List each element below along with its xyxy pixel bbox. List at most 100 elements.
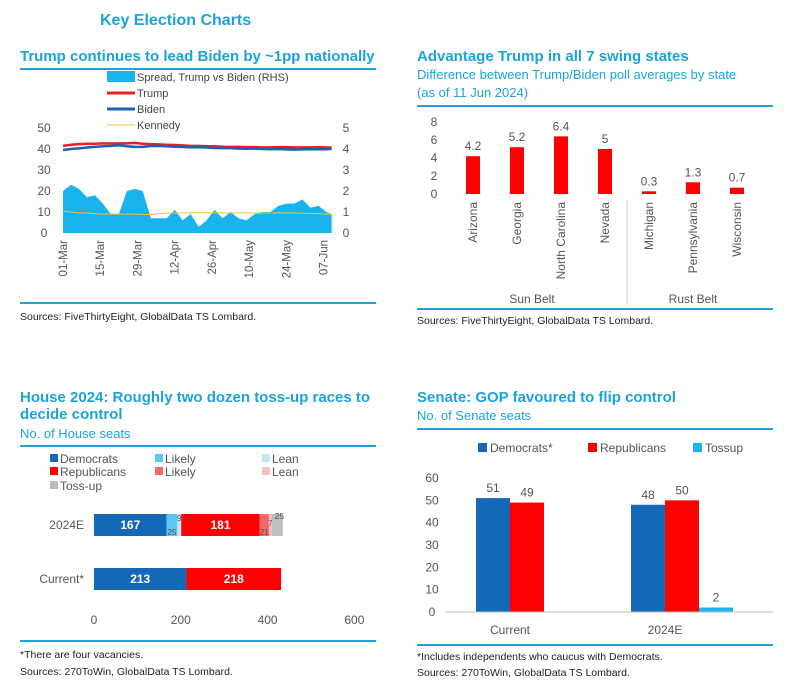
segment-value-label: 181 — [210, 518, 230, 532]
trump-line — [62, 141, 332, 149]
y-tick-label: 2 — [431, 169, 438, 183]
kennedy-line — [62, 210, 332, 216]
y-tick-label: 40 — [37, 142, 51, 156]
x-category-label: North Carolina — [554, 202, 568, 280]
y2-tick-label: 0 — [343, 226, 350, 240]
legend-label: Lean — [272, 452, 299, 466]
x-tick-label: 12-Apr — [170, 240, 182, 275]
legend-label: Republicans — [60, 465, 126, 479]
y-tick-label: 60 — [425, 471, 439, 485]
chart3-title-line2: decide control — [20, 406, 123, 423]
legend-swatch — [50, 467, 58, 475]
y-tick-label: 20 — [425, 560, 439, 574]
legend-label: Republicans — [600, 441, 666, 455]
bar-value-label: 1.3 — [685, 165, 702, 179]
bar-arizona — [466, 156, 480, 194]
y-tick-label: 20 — [37, 184, 51, 198]
segment-value-label: 25 — [167, 527, 177, 537]
chart1-source: Sources: FiveThirtyEight, GlobalData TS … — [20, 311, 257, 323]
legend-label: Spread, Trump vs Biden (RHS) — [137, 72, 289, 84]
bar-democrats-2024e — [631, 504, 665, 612]
legend-swatch — [588, 443, 597, 452]
legend-label: Democrats* — [490, 441, 553, 455]
bar-north-carolina — [554, 136, 568, 194]
y-tick-label: 4 — [431, 151, 438, 165]
x-tick-label: 01-Mar — [58, 240, 70, 277]
x-tick-label: 400 — [258, 613, 278, 627]
chart3-footnote: *There are four vacancies. — [20, 649, 144, 661]
chart3-title: House 2024: Roughly two dozen toss-up ra… — [20, 389, 371, 406]
x-tick-label: 600 — [344, 613, 364, 627]
y-tick-label: 40 — [425, 516, 439, 530]
chart3-subtitle: No. of House seats — [20, 426, 131, 441]
x-category-label: Wisconsin — [730, 202, 744, 257]
bar-wisconsin — [730, 187, 744, 194]
divider — [20, 445, 376, 447]
legend-swatch — [693, 443, 702, 452]
bar-value-label: 50 — [675, 483, 689, 497]
y-tick-label: 0 — [429, 605, 436, 619]
x-tick-label: 15-Mar — [95, 240, 107, 277]
segment-value-label: 218 — [224, 572, 244, 586]
bar-democrats-current — [476, 498, 510, 612]
legend-label: Toss-up — [60, 479, 102, 493]
bar-value-label: 2 — [713, 591, 720, 605]
x-category-label: Nevada — [598, 202, 612, 244]
segment-value-label: 9 — [177, 513, 182, 523]
y-tick-label: 10 — [425, 583, 439, 597]
bar-value-label: 0.7 — [729, 171, 746, 185]
chart4-source: Sources: 270ToWin, GlobalData TS Lombard… — [417, 667, 630, 679]
bar-segment-lean — [177, 514, 182, 536]
chart2-subtitle-date: (as of 11 Jun 2024) — [417, 85, 529, 100]
group-label-rust-belt: Rust Belt — [669, 292, 718, 306]
y2-tick-label: 5 — [343, 121, 350, 135]
x-category-label: Pennsylvania — [686, 202, 700, 274]
x-category-label: Michigan — [642, 202, 656, 250]
bar-segment-likely — [166, 514, 178, 536]
bar-republicans-current — [510, 502, 544, 612]
bar-segment-democrats — [94, 568, 187, 590]
legend-swatch — [155, 467, 163, 475]
legend-swatch — [262, 467, 270, 475]
bar-nevada — [598, 149, 612, 194]
legend-swatch-spread — [107, 71, 135, 82]
y-tick-label: 0 — [431, 187, 438, 201]
bar-republicans-2024e — [665, 500, 699, 612]
y2-tick-label: 3 — [343, 163, 350, 177]
legend-swatch — [478, 443, 487, 452]
bar-value-label: 0.3 — [641, 174, 658, 188]
y-tick-label: 6 — [431, 133, 438, 147]
bar-segment-lean — [268, 514, 272, 536]
legend-label: Democrats — [60, 452, 118, 466]
x-category-label: Current — [490, 623, 531, 637]
legend-label: Likely — [165, 465, 196, 479]
y-tick-label: 30 — [425, 538, 439, 552]
bar-segment-republicans — [186, 568, 282, 590]
chart2-source: Sources: FiveThirtyEight, GlobalData TS … — [417, 315, 654, 327]
legend-label: Trump — [137, 88, 168, 100]
x-tick-label: 0 — [91, 613, 98, 627]
legend-label: Kennedy — [137, 120, 181, 132]
x-tick-label: 24-May — [281, 240, 293, 279]
chart1-title: Trump continues to lead Biden by ~1pp na… — [20, 48, 375, 65]
bar-pennsylvania — [686, 182, 700, 194]
spread-area — [63, 184, 332, 233]
divider — [417, 428, 773, 430]
chart4-title: Senate: GOP favoured to flip control — [417, 389, 676, 406]
biden-line — [62, 143, 332, 152]
y-tick-label: 30 — [37, 163, 51, 177]
legend-label: Lean — [272, 465, 299, 479]
bar-value-label: 4.2 — [465, 139, 482, 153]
bar-value-label: 5 — [602, 132, 609, 146]
segment-value-label: 21 — [260, 527, 270, 537]
bar-value-label: 5.2 — [509, 130, 526, 144]
y2-tick-label: 1 — [343, 205, 350, 219]
divider — [20, 640, 376, 642]
bar-georgia — [510, 147, 524, 194]
bar-value-label: 51 — [486, 481, 500, 495]
x-category-label: Georgia — [510, 202, 524, 245]
segment-value-label: 7 — [268, 518, 273, 528]
bar-value-label: 48 — [641, 488, 655, 502]
y-tick-label: 0 — [41, 226, 48, 240]
